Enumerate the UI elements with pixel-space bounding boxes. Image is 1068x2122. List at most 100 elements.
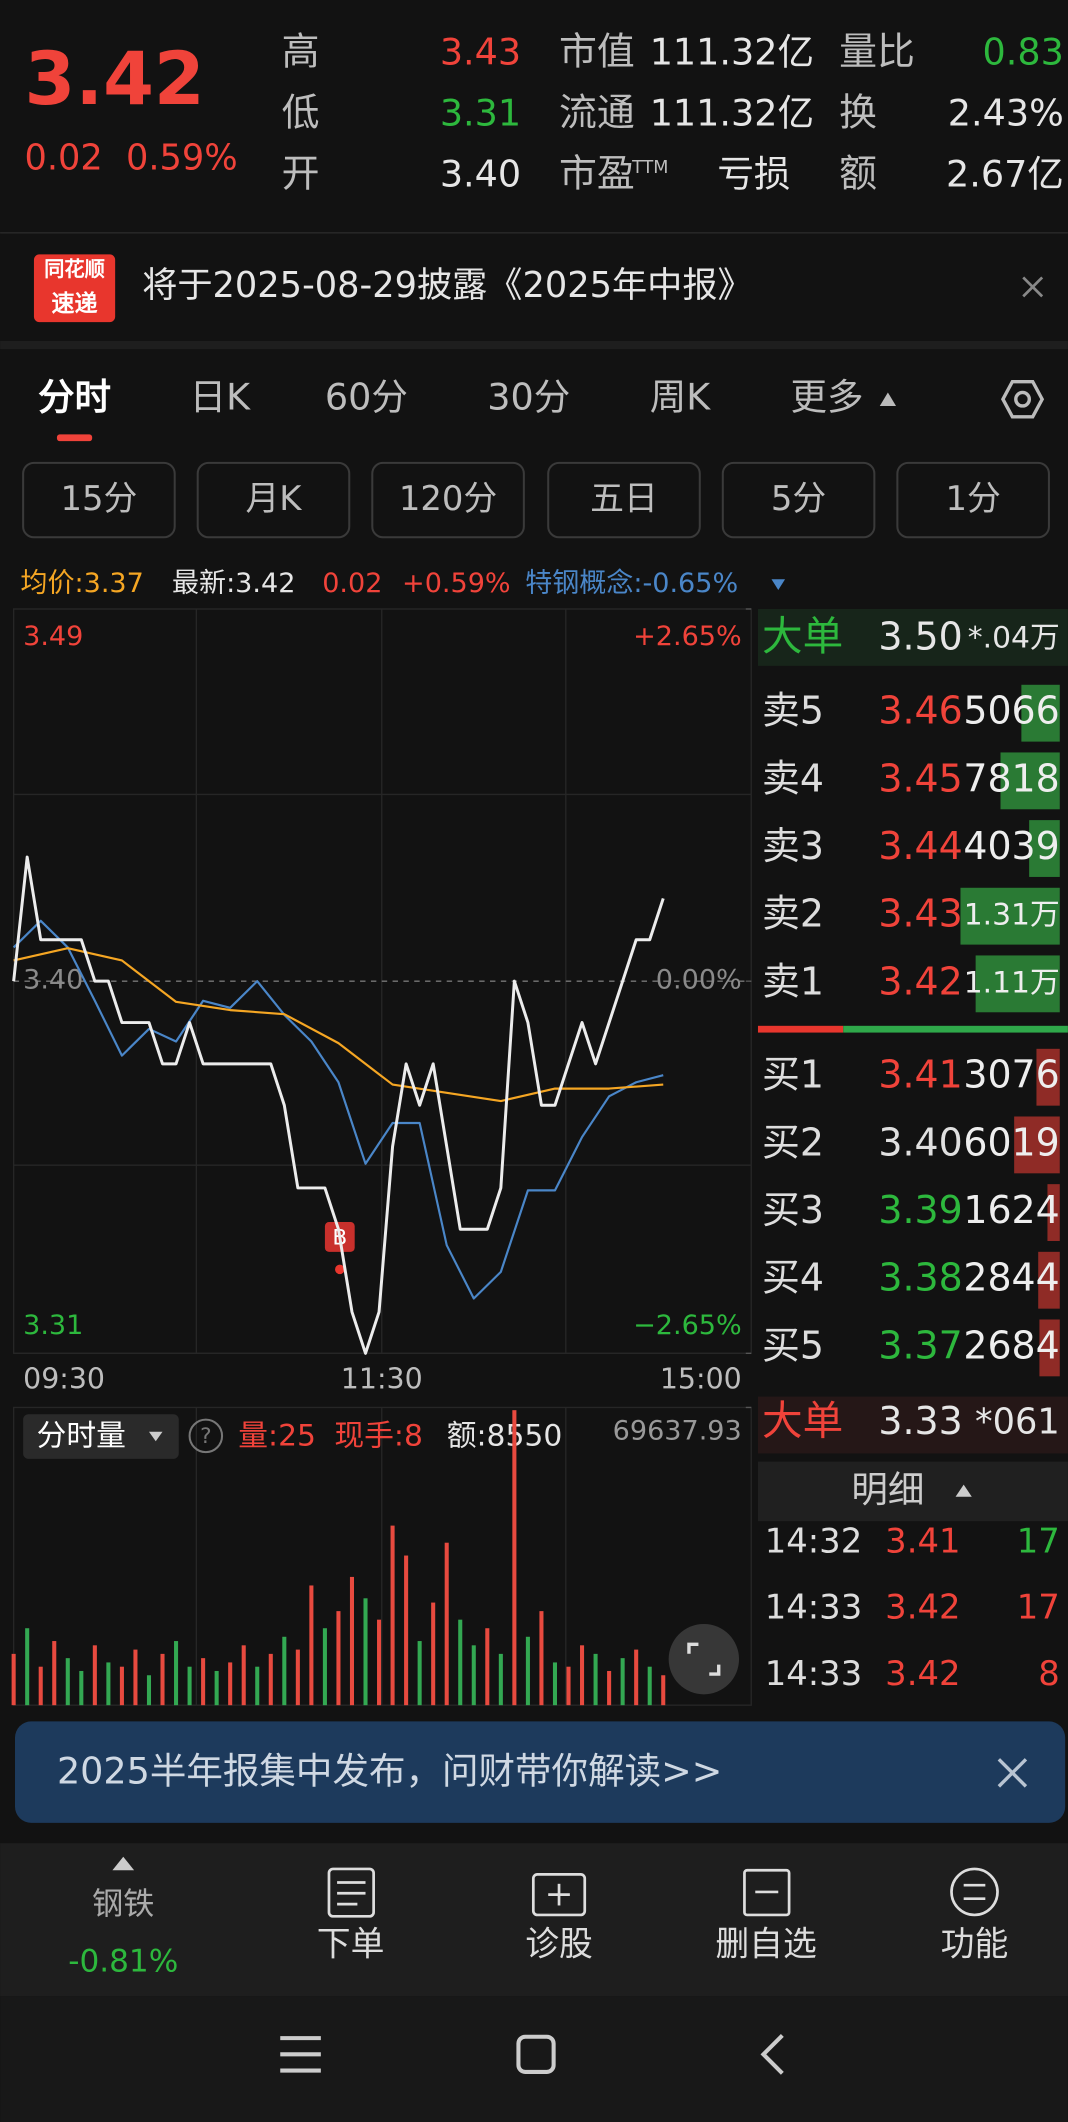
- period-button[interactable]: [371, 461, 525, 539]
- sector-change[interactable]: 特钢概念:-0.65%: [525, 568, 738, 599]
- period-label[interactable]: 1分: [945, 479, 1000, 518]
- ad-banner[interactable]: [15, 1721, 1066, 1823]
- volume-bar: [580, 1645, 585, 1706]
- nav-item[interactable]: 下单: [317, 1925, 385, 1964]
- order-label: 买5: [762, 1323, 824, 1367]
- notice-close[interactable]: [1022, 276, 1044, 298]
- latest-price: 最新:3.42: [172, 568, 295, 599]
- stat-value: 3.43: [440, 31, 521, 74]
- help-icon: ?: [200, 1424, 212, 1449]
- y2-tick-label: 0.00%: [656, 965, 742, 996]
- nav-icons: [327, 1867, 999, 1918]
- sector-name[interactable]: 钢铁: [92, 1886, 154, 1922]
- detail-volume: 17: [1017, 1521, 1060, 1560]
- ad-text[interactable]: 2025半年报集中发布，问财带你解读>>: [57, 1749, 722, 1792]
- depth-bar: [1039, 1319, 1060, 1377]
- volume-button[interactable]: [23, 1414, 179, 1459]
- sector-arrow: [771, 579, 786, 591]
- order-volume: 1.11万: [964, 965, 1060, 1000]
- big-order-label: 大单: [762, 612, 843, 660]
- period-button[interactable]: [896, 461, 1050, 539]
- nav-item[interactable]: 诊股: [525, 1925, 593, 1964]
- stat-label: 额: [839, 151, 877, 195]
- nav-item[interactable]: 删自选: [715, 1925, 816, 1964]
- volume-bar: [336, 1611, 341, 1706]
- stat-label: 市盈: [559, 151, 635, 195]
- stat-value: 亏损: [717, 152, 790, 195]
- order-price: 3.41: [878, 1053, 962, 1097]
- volume-bar: [65, 1658, 70, 1706]
- volume-bar: [119, 1666, 124, 1706]
- expand-button[interactable]: [668, 1623, 740, 1695]
- order-price: 3.38: [878, 1256, 962, 1300]
- depth-bar: [1038, 1251, 1060, 1309]
- big-order-label: 大单: [762, 1397, 843, 1445]
- period-label[interactable]: 15分: [60, 479, 137, 518]
- order-price: 3.37: [878, 1323, 962, 1367]
- y-tick-label: 3.49: [23, 621, 83, 652]
- tab[interactable]: 30分: [487, 376, 570, 419]
- volume-bar: [309, 1585, 314, 1706]
- order-label: 卖3: [762, 824, 824, 868]
- tab[interactable]: 分时: [38, 376, 111, 419]
- period-label[interactable]: 月K: [245, 479, 302, 518]
- period-label[interactable]: 五日: [590, 479, 658, 518]
- settings-icon[interactable]: [1001, 379, 1045, 419]
- volume-bar: [25, 1628, 30, 1706]
- volume-bar: [593, 1653, 598, 1706]
- tab[interactable]: 60分: [325, 376, 408, 419]
- volume-bar: [92, 1645, 97, 1706]
- y2-tick-label: +2.65%: [633, 621, 742, 652]
- depth-bar: [1014, 1116, 1060, 1174]
- notice-text[interactable]: 将于2025-08-29披露《2025年中报》: [142, 265, 752, 306]
- period-button[interactable]: [196, 461, 351, 539]
- volume-bar: [620, 1658, 625, 1706]
- series-line: [12, 855, 665, 1355]
- detail-volume: 8: [1038, 1654, 1060, 1693]
- detail-time: 14:32: [765, 1521, 863, 1560]
- notice-badge: [33, 254, 116, 323]
- info-change: 0.02: [322, 568, 382, 599]
- period-label[interactable]: 120分: [399, 479, 497, 518]
- notice-badge-text: 同花顺: [44, 257, 105, 281]
- period-button[interactable]: [547, 461, 701, 539]
- period-button[interactable]: [22, 461, 176, 539]
- ad-close[interactable]: [997, 1758, 1028, 1788]
- tab[interactable]: 更多: [790, 376, 863, 419]
- order-label: 卖1: [762, 959, 824, 1003]
- system-buttons[interactable]: [280, 2033, 784, 2075]
- volume-bar: [552, 1662, 558, 1706]
- volume-button-label[interactable]: 分时量: [37, 1419, 126, 1454]
- change: 0.02: [24, 138, 102, 179]
- order-label: 买4: [762, 1256, 824, 1300]
- order-price: 3.46: [878, 689, 962, 733]
- volume-bar: [52, 1641, 57, 1706]
- stat-value: 2.67亿: [946, 152, 1064, 195]
- y2-tick-label: −2.65%: [633, 1310, 742, 1341]
- depth-bar: [1036, 1048, 1060, 1106]
- order-price: 3.43: [878, 892, 962, 936]
- stat-label: 换: [839, 91, 877, 135]
- series-line: [13, 947, 664, 1103]
- volume-bar: [390, 1525, 395, 1706]
- sector-change: -0.81%: [68, 1943, 178, 1979]
- help-icon[interactable]: [188, 1418, 224, 1454]
- detail-title[interactable]: 明细: [851, 1468, 924, 1511]
- order-label: 卖2: [762, 892, 824, 936]
- volume-bar: [471, 1645, 476, 1706]
- tab[interactable]: 日K: [190, 376, 252, 419]
- period-button[interactable]: [721, 461, 876, 539]
- stat-label: 量比: [839, 30, 915, 74]
- tab[interactable]: 周K: [650, 376, 712, 419]
- big-order-bg: [757, 608, 1068, 666]
- stat-label-sup: TTM: [631, 158, 668, 178]
- system-nav: [0, 1996, 1068, 2122]
- period-label[interactable]: 5分: [771, 479, 826, 518]
- volume-bar: [255, 1666, 260, 1706]
- detail-price: 3.41: [885, 1521, 960, 1560]
- nav-item[interactable]: 功能: [941, 1925, 1009, 1964]
- x-tick-label: 15:00: [660, 1362, 742, 1395]
- divider: [843, 1025, 1068, 1033]
- stat-value: 0.83: [983, 31, 1064, 74]
- order-volume: 7818: [963, 756, 1059, 800]
